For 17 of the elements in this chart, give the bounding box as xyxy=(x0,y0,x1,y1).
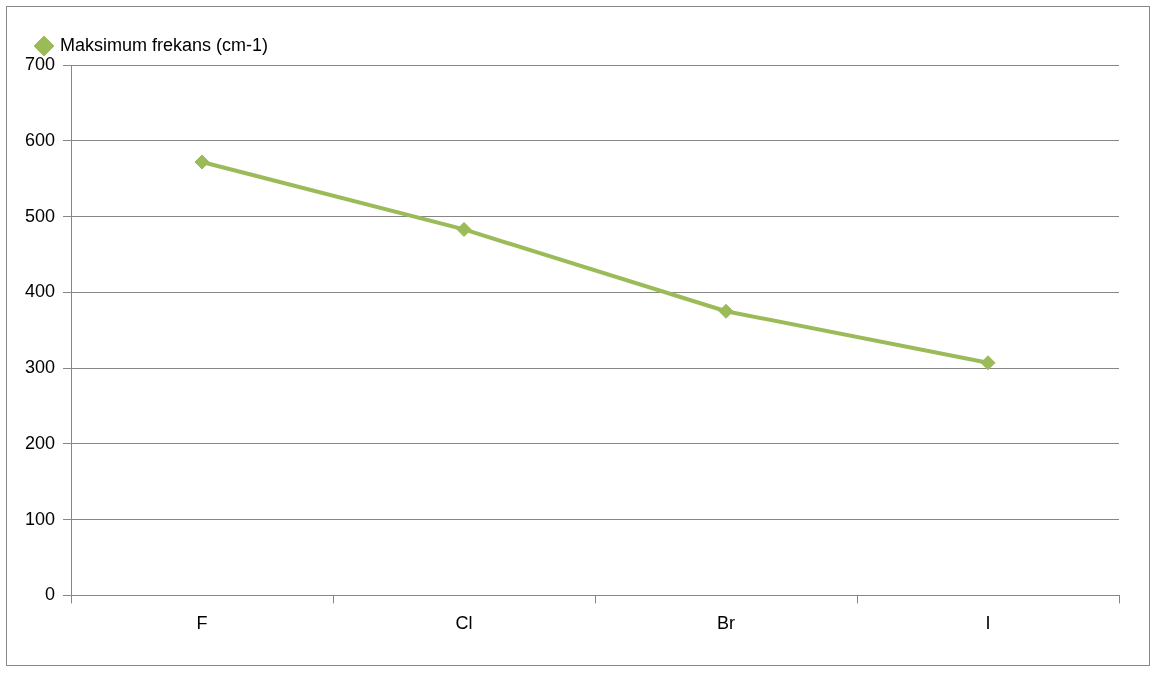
x-tick-label: F xyxy=(196,613,208,634)
point xyxy=(194,154,210,170)
x-tick-label: Br xyxy=(717,613,736,634)
y-tick-label: 500 xyxy=(24,205,56,226)
legend-label: Maksimum frekans (cm-1) xyxy=(60,34,269,55)
y-tick-label: 200 xyxy=(24,432,56,453)
y-tick-label: 700 xyxy=(24,53,56,74)
y-tick-label: 600 xyxy=(24,129,56,150)
x-tick-label: Cl xyxy=(455,613,473,634)
y-tick-label: 0 xyxy=(45,584,56,605)
point xyxy=(718,303,734,319)
point xyxy=(456,221,472,237)
x-tick-label: I xyxy=(985,613,991,634)
point xyxy=(980,355,996,371)
y-tick-label: 100 xyxy=(24,508,56,529)
y-tick-label: 300 xyxy=(24,357,56,378)
y-tick-label: 400 xyxy=(24,281,56,302)
